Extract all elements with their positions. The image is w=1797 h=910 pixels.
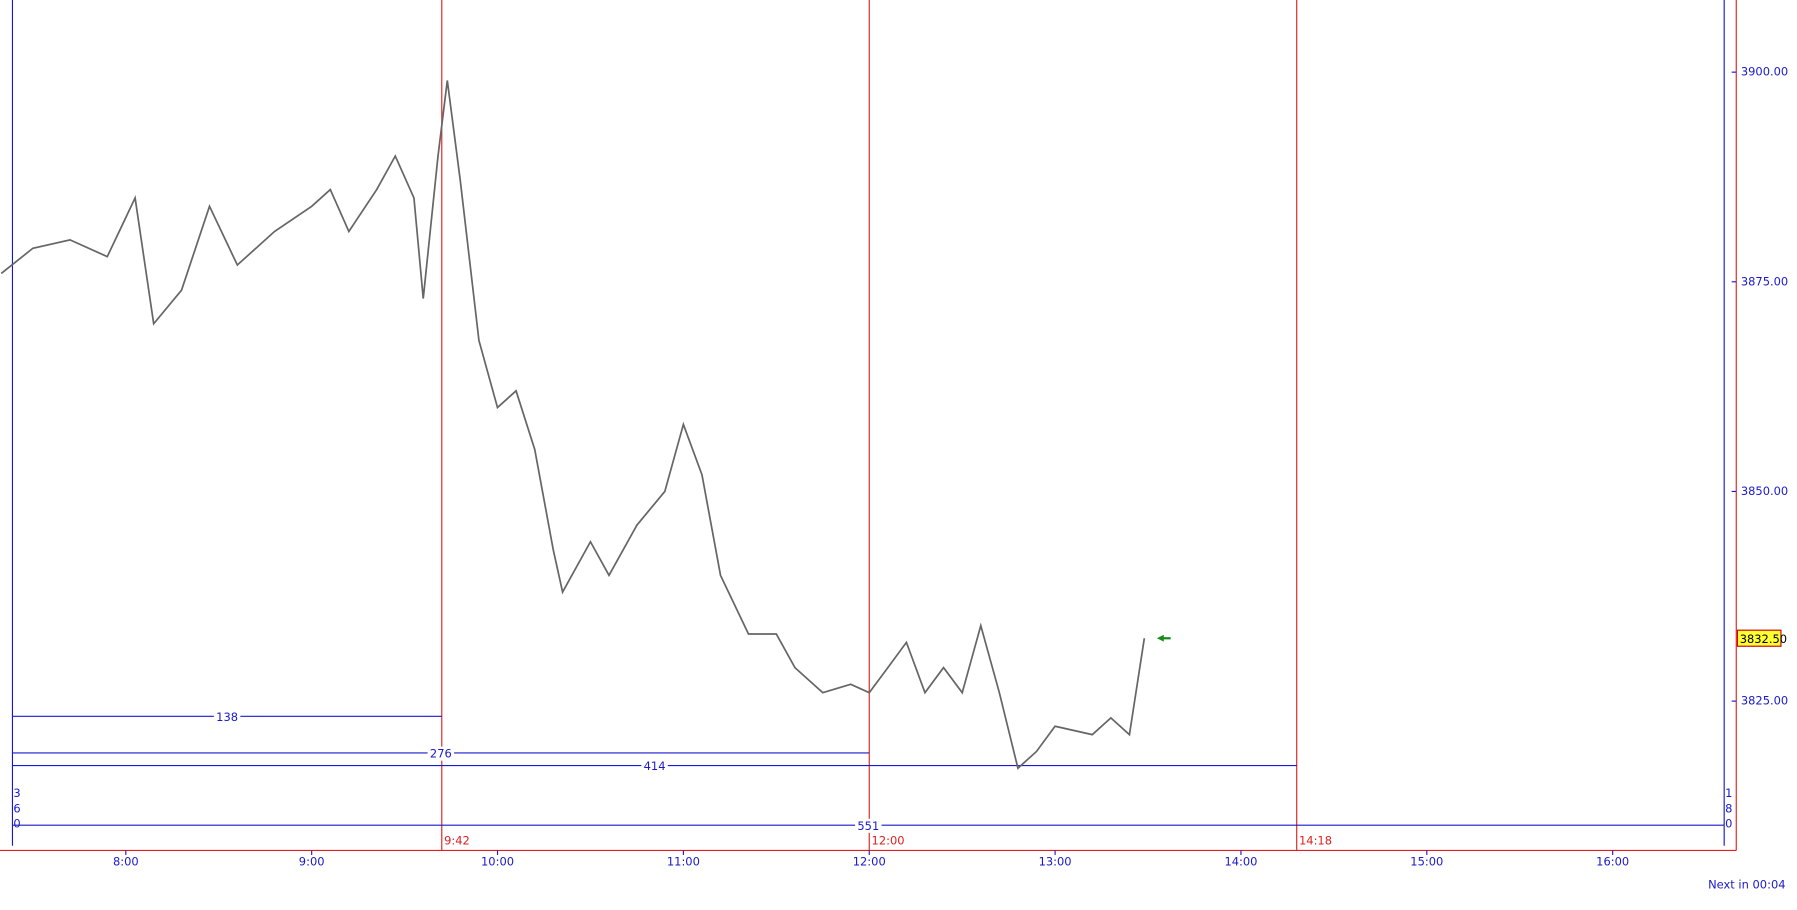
y-tick-label: 3850.00 <box>1741 484 1788 498</box>
y-tick-label: 3900.00 <box>1741 65 1788 79</box>
marker-label: 12:00 <box>872 834 905 848</box>
footer: Next in 00:04 <box>1708 877 1785 891</box>
x-tick-label: 15:00 <box>1410 854 1443 868</box>
x-tick-label: 14:00 <box>1224 854 1257 868</box>
x-tick-label: 12:00 <box>853 854 886 868</box>
edge-label: 360 <box>10 786 24 831</box>
price-arrow <box>1156 634 1171 642</box>
price-line <box>0 80 1146 770</box>
span-label: 138 <box>216 710 238 724</box>
x-tick-label: 16:00 <box>1596 854 1629 868</box>
x-tick-label: 11:00 <box>667 854 700 868</box>
span-label-bg <box>855 818 882 833</box>
marker-label: 9:42 <box>444 834 470 848</box>
y-tick-label: 3875.00 <box>1741 274 1788 288</box>
span-label: 276 <box>430 747 452 761</box>
span-label: 414 <box>644 759 666 773</box>
span-label-bg <box>641 759 668 774</box>
x-tick-label: 8:00 <box>113 854 139 868</box>
span-label-bg <box>213 709 241 724</box>
marker-label: 14:18 <box>1299 834 1332 848</box>
price-label: 3832.50 <box>1740 632 1787 646</box>
edge-label: 180 <box>1722 786 1736 831</box>
x-tick-label: 10:00 <box>481 854 514 868</box>
x-tick-label: 9:00 <box>299 854 325 868</box>
y-tick-label: 3825.00 <box>1741 694 1788 708</box>
span-label-bg <box>427 746 455 761</box>
x-tick-label: 13:00 <box>1039 854 1072 868</box>
price-box <box>1736 629 1782 647</box>
span-label: 551 <box>857 819 879 833</box>
